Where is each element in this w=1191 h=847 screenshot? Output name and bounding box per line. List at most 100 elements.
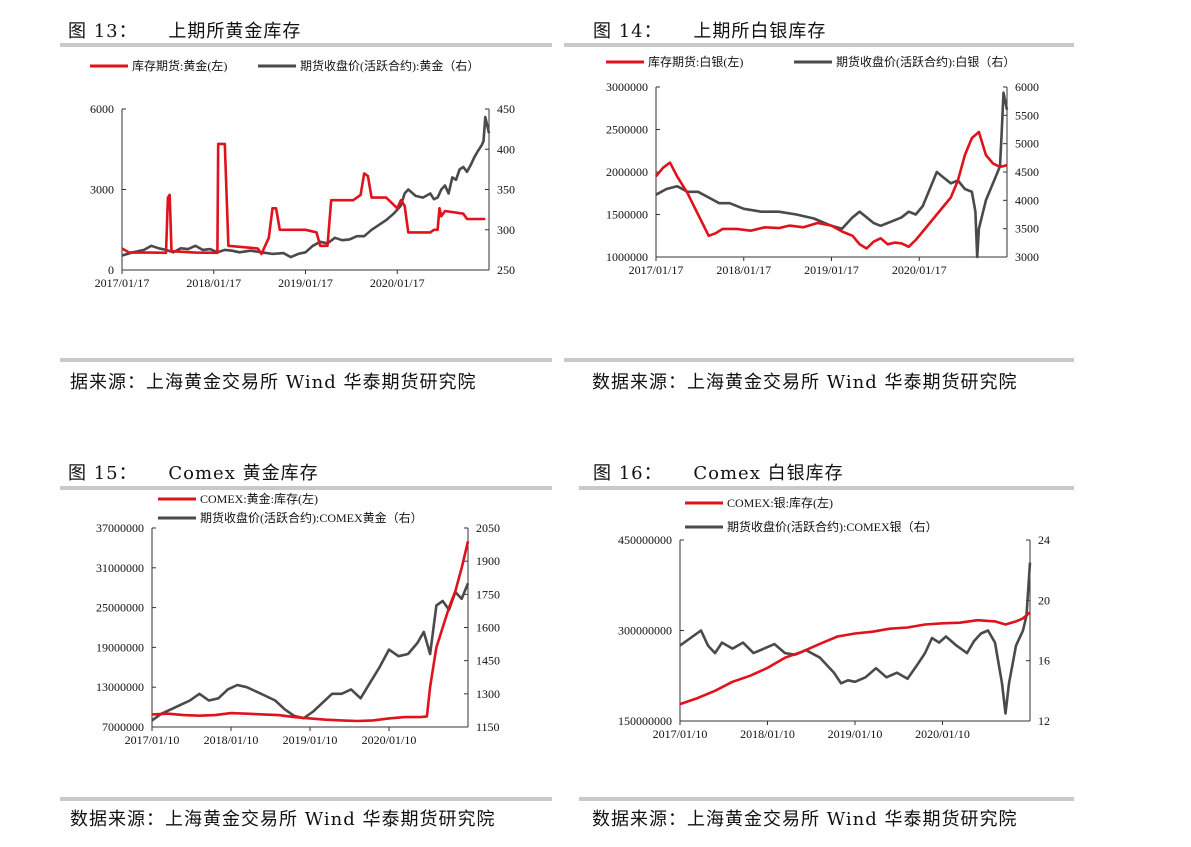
fig16-label: 图 16： (593, 463, 663, 484)
fig13-bottom-rule (60, 358, 552, 362)
left-tick-label-2: 2000000 (606, 165, 648, 179)
left-tick-label-4: 3000000 (606, 80, 648, 94)
right-tick-label-1: 16 (1038, 654, 1050, 668)
fig13-label: 图 13： (68, 21, 138, 42)
legend-label-1: 期货收盘价(活跃合约):COMEX黄金（右） (200, 510, 423, 525)
left-tick-label-5: 37000000 (96, 521, 144, 535)
series-line-1 (151, 582, 470, 722)
right-tick-label-4: 1750 (476, 587, 500, 601)
x-tick-label-1: 2018/01/17 (716, 263, 771, 277)
fig15-source: 数据来源：上海黄金交易所 Wind 华泰期货研究院 (70, 809, 496, 830)
right-tick-label-2: 4000 (1015, 193, 1039, 207)
left-tick-label-1: 300000000 (618, 624, 672, 638)
fig16-top-rule (579, 486, 1074, 490)
x-tick-label-2: 2019/01/17 (278, 276, 333, 290)
fig15-title: 图 15： Comex 黄金库存 (68, 459, 319, 485)
left-tick-label-3: 25000000 (96, 601, 144, 615)
fig15-label: 图 15： (68, 463, 138, 484)
x-tick-label-0: 2017/01/17 (95, 276, 150, 290)
fig15-top-rule (60, 486, 552, 490)
right-tick-label-1: 3500 (1015, 222, 1039, 236)
right-tick-label-6: 2050 (476, 521, 500, 535)
x-tick-label-0: 2017/01/10 (125, 733, 180, 747)
fig13-source: 据来源：上海黄金交易所 Wind 华泰期货研究院 (70, 372, 477, 393)
right-tick-label-0: 1150 (476, 720, 500, 734)
legend-label-0: COMEX:银:库存(左) (727, 495, 833, 510)
series-line-1 (121, 115, 491, 259)
fig14-name: 上期所白银库存 (693, 21, 827, 42)
x-tick-label-2: 2019/01/17 (804, 263, 859, 277)
right-tick-label-3: 24 (1038, 533, 1050, 547)
fig14-top-rule (564, 43, 1074, 47)
left-tick-label-2: 6000 (90, 102, 114, 116)
left-tick-label-1: 1500000 (606, 208, 648, 222)
fig14-title: 图 14： 上期所白银库存 (593, 17, 826, 43)
legend-label-0: 库存期货:白银(左) (648, 54, 743, 69)
series-line-0 (679, 611, 1031, 706)
fig14-bottom-rule (564, 358, 1074, 362)
right-tick-label-6: 6000 (1015, 80, 1039, 94)
right-tick-label-2: 350 (497, 183, 515, 197)
fig14-chart: 库存期货:白银(左) 期货收盘价(活跃合约):白银（右） 1000000 150000… (606, 54, 1039, 277)
series-line-0 (151, 540, 470, 723)
x-tick-label-2: 2019/01/10 (283, 733, 338, 747)
left-tick-label-3: 2500000 (606, 123, 648, 137)
right-tick-label-3: 1600 (476, 621, 500, 635)
fig13-chart: 库存期货:黄金(左) 期货收盘价(活跃合约):黄金（右） 0 3000 6000 250 3… (90, 58, 515, 290)
x-tick-label-1: 2018/01/10 (204, 733, 259, 747)
x-tick-label-3: 2020/01/10 (915, 727, 970, 741)
fig16-title: 图 16： Comex 白银库存 (593, 459, 844, 485)
series-line-1 (679, 562, 1032, 715)
right-tick-label-1: 300 (497, 223, 515, 237)
x-tick-label-3: 2020/01/17 (892, 263, 947, 277)
fig16-bottom-rule (579, 797, 1074, 801)
fig15-bottom-rule (60, 797, 552, 801)
left-tick-label-2: 450000000 (618, 533, 672, 547)
right-tick-label-3: 4500 (1015, 165, 1039, 179)
series-line-1 (655, 91, 1009, 259)
series-line-0 (121, 142, 486, 256)
fig13-top-rule (60, 43, 552, 47)
left-tick-label-0: 1000000 (606, 250, 648, 264)
fig16-chart: COMEX:银:库存(左) 期货收盘价(活跃合约):COMEX银（右） 150000… (618, 495, 1050, 741)
x-tick-label-3: 2020/01/17 (370, 276, 425, 290)
fig16-source: 数据来源：上海黄金交易所 Wind 华泰期货研究院 (592, 809, 1018, 830)
fig13-name: 上期所黄金库存 (168, 21, 302, 42)
right-tick-label-2: 1450 (476, 654, 500, 668)
x-tick-label-1: 2018/01/17 (186, 276, 241, 290)
legend-label-1: 期货收盘价(活跃合约):COMEX银（右） (727, 519, 938, 534)
left-tick-label-0: 7000000 (102, 720, 144, 734)
fig14-label: 图 14： (593, 21, 663, 42)
legend-label-1: 期货收盘价(活跃合约):白银（右） (836, 54, 1015, 69)
right-tick-label-0: 12 (1038, 714, 1050, 728)
x-tick-label-0: 2017/01/17 (629, 263, 684, 277)
fig15-chart: COMEX:黄金:库存(左) 期货收盘价(活跃合约):COMEX黄金（右） 7000… (96, 491, 500, 747)
x-tick-label-2: 2019/01/10 (828, 727, 883, 741)
right-tick-label-4: 450 (497, 102, 515, 116)
right-tick-label-3: 400 (497, 142, 515, 156)
right-tick-label-1: 1300 (476, 687, 500, 701)
legend-label-1: 期货收盘价(活跃合约):黄金（右） (300, 58, 479, 73)
left-tick-label-1: 13000000 (96, 680, 144, 694)
fig15-name: Comex 黄金库存 (168, 463, 319, 484)
left-tick-label-0: 0 (108, 263, 114, 277)
right-tick-label-5: 1900 (476, 554, 500, 568)
left-tick-label-0: 150000000 (618, 714, 672, 728)
right-tick-label-0: 250 (497, 263, 515, 277)
right-tick-label-0: 3000 (1015, 250, 1039, 264)
series-line-0 (654, 130, 1008, 250)
left-tick-label-2: 19000000 (96, 640, 144, 654)
right-tick-label-5: 5500 (1015, 108, 1039, 122)
x-tick-label-0: 2017/01/10 (653, 727, 708, 741)
legend-label-0: COMEX:黄金:库存(左) (200, 491, 318, 506)
x-tick-label-1: 2018/01/10 (740, 727, 795, 741)
right-tick-label-4: 5000 (1015, 137, 1039, 151)
right-tick-label-2: 20 (1038, 593, 1050, 607)
x-tick-label-3: 2020/01/10 (362, 733, 417, 747)
left-tick-label-1: 3000 (90, 183, 114, 197)
fig13-title: 图 13： 上期所黄金库存 (68, 17, 301, 43)
left-tick-label-4: 31000000 (96, 561, 144, 575)
legend-label-0: 库存期货:黄金(左) (132, 58, 227, 73)
fig16-name: Comex 白银库存 (693, 463, 844, 484)
fig14-source: 数据来源：上海黄金交易所 Wind 华泰期货研究院 (592, 372, 1018, 393)
